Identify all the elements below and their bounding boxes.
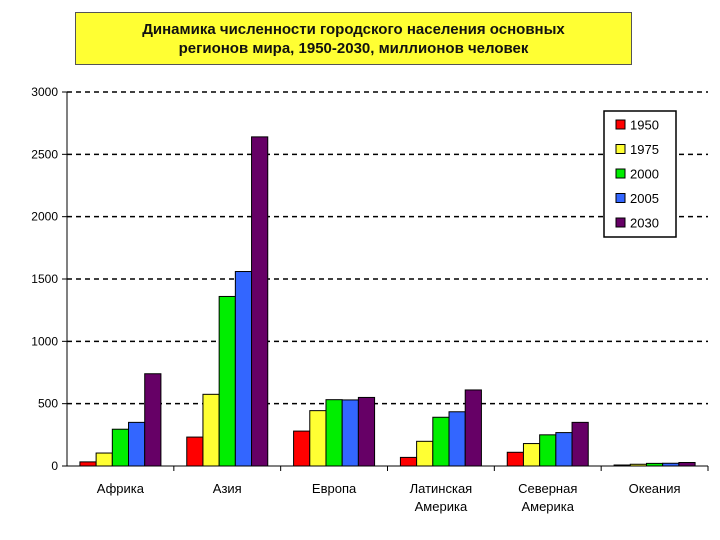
x-tick-label: Латинская [410, 481, 473, 496]
x-tick-label: Европа [312, 481, 357, 496]
bar-1975 [522, 443, 541, 467]
bar-2030 [678, 462, 696, 467]
y-tick-label: 0 [51, 459, 58, 473]
bar-2000 [645, 462, 664, 467]
x-tick-label: Северная [518, 481, 577, 496]
y-tick-label: 3000 [31, 85, 58, 99]
x-tick-label: Азия [213, 481, 242, 496]
bar-2000 [111, 428, 130, 467]
bar-2005 [555, 432, 573, 467]
bar-2030 [357, 396, 376, 467]
legend-label: 1975 [630, 142, 659, 157]
bar-1975 [629, 463, 647, 467]
chart-title: Динамика численности городского населени… [75, 12, 632, 65]
legend-label: 2005 [630, 191, 659, 206]
bar-1975 [202, 393, 220, 467]
bar-1950 [186, 436, 204, 467]
bar-1950 [79, 461, 97, 467]
bar-2000 [325, 399, 343, 467]
bar-2030 [144, 373, 162, 467]
bar-2030 [251, 136, 269, 467]
y-tick-label: 500 [38, 397, 58, 411]
y-tick-label: 1000 [31, 334, 58, 348]
bar-2005 [341, 399, 359, 467]
bar-2000 [432, 416, 450, 467]
x-tick-label: Африка [97, 481, 145, 496]
y-tick-label: 2500 [31, 147, 58, 161]
bar-2030 [571, 421, 589, 467]
x-tick-label: Америка [521, 499, 574, 514]
bar-1950 [293, 430, 311, 467]
bar-2005 [128, 421, 146, 467]
legend-swatch [615, 168, 626, 179]
chart-title-line-1: Динамика численности городского населени… [142, 20, 565, 38]
legend-swatch [615, 193, 626, 203]
legend-label: 2000 [630, 167, 659, 182]
x-tick-label: Океания [629, 481, 681, 496]
bar-1950 [613, 464, 631, 467]
legend-swatch [615, 119, 626, 130]
y-tick-label: 2000 [31, 210, 58, 224]
bar-2005 [234, 271, 253, 467]
bar-2005 [662, 462, 680, 467]
bar-1975 [416, 440, 434, 467]
bar-2030 [464, 389, 482, 467]
bar-1950 [506, 451, 524, 467]
bar-1975 [95, 452, 113, 467]
x-tick-label: Америка [415, 499, 468, 514]
bar-1975 [309, 410, 327, 467]
y-tick-label: 1500 [31, 272, 58, 286]
legend-label: 2030 [630, 216, 659, 231]
legend-swatch [615, 217, 626, 228]
legend-label: 1950 [630, 118, 659, 133]
legend-swatch [615, 144, 626, 154]
bar-2000 [539, 434, 557, 467]
bar-1950 [399, 456, 418, 467]
chart-title-line-2: регионов мира, 1950-2030, миллионов чело… [178, 39, 529, 57]
bar-2005 [448, 411, 466, 467]
bar-2000 [218, 295, 236, 467]
